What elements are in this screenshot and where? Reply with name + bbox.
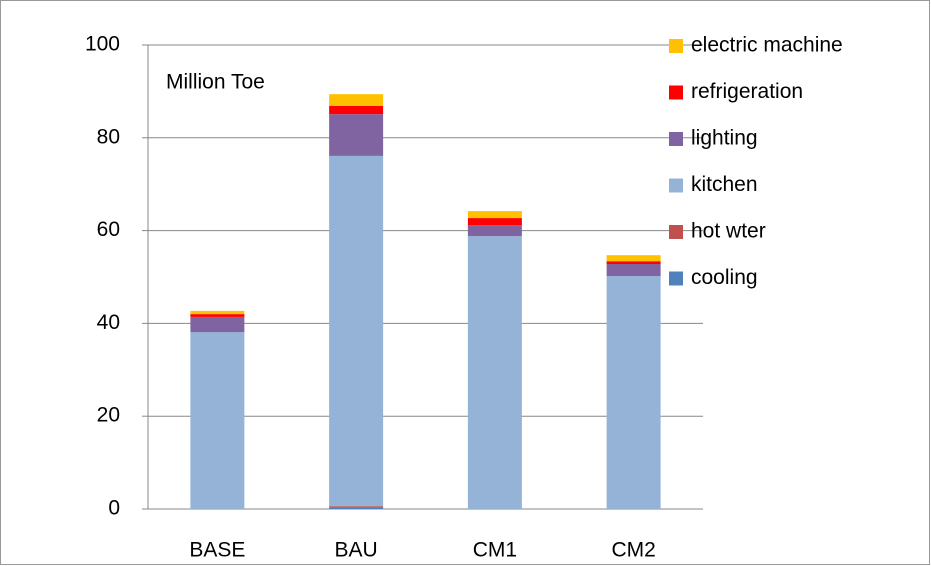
y-tick-label: 100 <box>85 33 120 56</box>
bar-segment <box>329 114 383 156</box>
bar-segment <box>468 236 522 509</box>
bar-segment <box>190 314 244 317</box>
bar-segment <box>190 332 244 509</box>
x-tick-label: CM1 <box>473 539 517 562</box>
legend-label: kitchen <box>691 173 758 196</box>
legend-label: lighting <box>691 127 758 150</box>
legend-swatch <box>669 272 683 286</box>
bar-segment <box>329 94 383 106</box>
y-tick-label: 20 <box>97 404 120 427</box>
bar-segment <box>329 156 383 506</box>
bar-segment <box>329 106 383 114</box>
bar-segment <box>607 264 661 276</box>
y-tick-label: 40 <box>97 311 120 334</box>
legend-label: electric machine <box>691 34 843 57</box>
x-tick-label: BAU <box>335 539 378 562</box>
legend-swatch <box>669 179 683 193</box>
y-tick-label: 60 <box>97 218 120 241</box>
x-tick-label: BASE <box>189 539 245 562</box>
x-tick-label: CM2 <box>611 539 655 562</box>
y-tick-label: 80 <box>97 125 120 148</box>
bar-segment <box>607 255 661 261</box>
bar-segment <box>468 225 522 236</box>
annotation: Million Toe <box>166 71 265 94</box>
legend-label: cooling <box>691 266 758 289</box>
legend-label: hot wter <box>691 220 766 243</box>
legend-swatch <box>669 225 683 239</box>
legend-swatch <box>669 39 683 53</box>
bar-segment <box>190 317 244 332</box>
legend-swatch <box>669 132 683 146</box>
bar-segment <box>329 506 383 507</box>
legend-swatch <box>669 86 683 100</box>
chart: Million Toe 0 20 40 60 80 100 BASE BAU CM1 CM2 coo… <box>0 0 931 566</box>
bar-segment <box>329 508 383 509</box>
y-tick-label: 0 <box>108 497 120 520</box>
bar-segment <box>190 311 244 314</box>
legend-label: refrigeration <box>691 80 803 103</box>
bar-segment <box>607 276 661 509</box>
bar-segment <box>607 261 661 264</box>
bar-segment <box>468 211 522 218</box>
bar-segment <box>468 218 522 225</box>
